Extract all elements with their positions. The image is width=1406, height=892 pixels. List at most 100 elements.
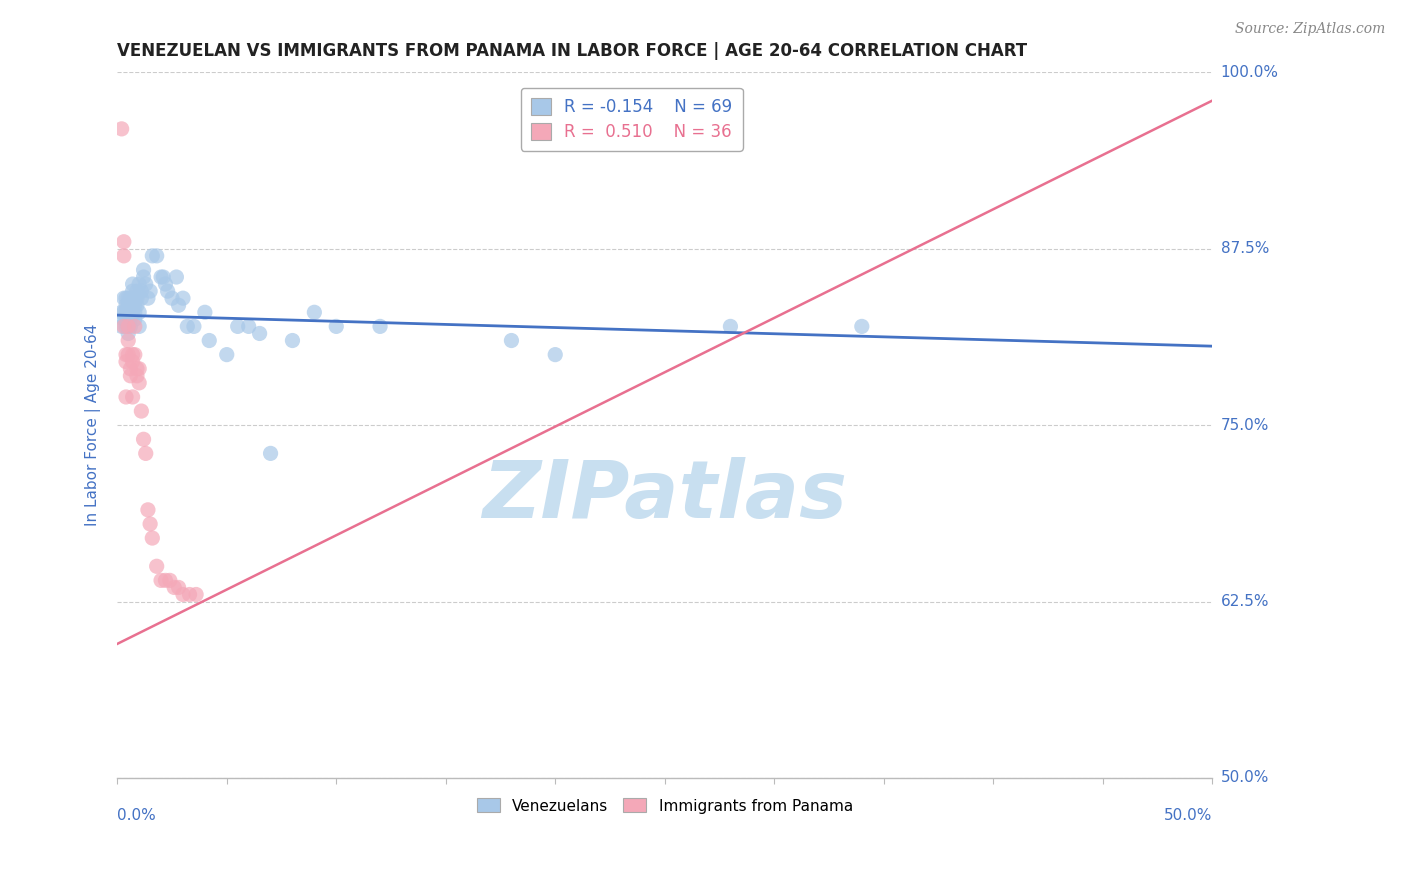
Point xyxy=(117,298,139,312)
Point xyxy=(111,305,134,319)
Point xyxy=(121,291,143,305)
Point xyxy=(117,326,139,341)
Point xyxy=(501,334,523,348)
Point xyxy=(128,376,150,390)
Point xyxy=(112,305,135,319)
Point xyxy=(155,277,177,291)
Point xyxy=(259,446,281,460)
Point xyxy=(132,432,155,446)
Point xyxy=(120,368,142,383)
Point xyxy=(132,263,155,277)
Point xyxy=(117,312,139,326)
Text: 75.0%: 75.0% xyxy=(1220,417,1268,433)
Point xyxy=(155,574,177,588)
Text: 62.5%: 62.5% xyxy=(1220,594,1270,609)
Text: 100.0%: 100.0% xyxy=(1220,65,1278,80)
Point xyxy=(139,284,162,298)
Point xyxy=(167,581,190,595)
Point xyxy=(124,298,146,312)
Point xyxy=(112,319,135,334)
Point xyxy=(125,291,148,305)
Point xyxy=(163,581,186,595)
Text: 50.0%: 50.0% xyxy=(1220,771,1268,786)
Point xyxy=(544,348,567,362)
Text: 87.5%: 87.5% xyxy=(1220,242,1268,256)
Point xyxy=(121,354,143,368)
Point xyxy=(135,277,157,291)
Point xyxy=(198,334,221,348)
Point xyxy=(167,298,190,312)
Point xyxy=(125,298,148,312)
Point xyxy=(160,291,183,305)
Point xyxy=(121,305,143,319)
Point xyxy=(121,284,143,298)
Point xyxy=(112,312,135,326)
Text: VENEZUELAN VS IMMIGRANTS FROM PANAMA IN LABOR FORCE | AGE 20-64 CORRELATION CHAR: VENEZUELAN VS IMMIGRANTS FROM PANAMA IN … xyxy=(117,42,1028,60)
Point xyxy=(184,587,207,601)
Point xyxy=(120,298,142,312)
Point xyxy=(120,312,142,326)
Point xyxy=(131,404,153,418)
Point xyxy=(165,270,187,285)
Point xyxy=(325,319,347,334)
Point xyxy=(281,334,304,348)
Point xyxy=(112,291,135,305)
Point xyxy=(117,348,139,362)
Text: 0.0%: 0.0% xyxy=(117,808,156,823)
Point xyxy=(128,319,150,334)
Point xyxy=(120,305,142,319)
Point xyxy=(117,319,139,334)
Point xyxy=(183,319,205,334)
Point xyxy=(120,291,142,305)
Legend: Venezuelans, Immigrants from Panama: Venezuelans, Immigrants from Panama xyxy=(471,792,859,820)
Point xyxy=(117,291,139,305)
Point xyxy=(121,348,143,362)
Point xyxy=(128,277,150,291)
Point xyxy=(141,249,163,263)
Point xyxy=(120,319,142,334)
Point xyxy=(124,291,146,305)
Point xyxy=(136,291,159,305)
Point xyxy=(121,277,143,291)
Point xyxy=(115,312,138,326)
Y-axis label: In Labor Force | Age 20-64: In Labor Force | Age 20-64 xyxy=(86,324,101,526)
Point xyxy=(131,291,153,305)
Point xyxy=(176,319,198,334)
Point xyxy=(304,305,326,319)
Point xyxy=(115,348,138,362)
Point xyxy=(156,284,179,298)
Point xyxy=(132,270,155,285)
Point xyxy=(141,531,163,545)
Point xyxy=(111,319,134,334)
Point xyxy=(194,305,217,319)
Point xyxy=(111,121,134,136)
Point xyxy=(112,249,135,263)
Point xyxy=(115,354,138,368)
Point xyxy=(117,334,139,348)
Point xyxy=(159,574,181,588)
Point xyxy=(128,361,150,376)
Point xyxy=(226,319,249,334)
Point xyxy=(368,319,391,334)
Point xyxy=(115,390,138,404)
Point xyxy=(172,587,194,601)
Point xyxy=(115,291,138,305)
Point xyxy=(136,503,159,517)
Point xyxy=(145,249,167,263)
Point xyxy=(115,298,138,312)
Point xyxy=(851,319,873,334)
Text: 50.0%: 50.0% xyxy=(1164,808,1212,823)
Point xyxy=(112,235,135,249)
Point xyxy=(238,319,260,334)
Text: ZIPatlas: ZIPatlas xyxy=(482,457,848,534)
Point xyxy=(124,348,146,362)
Point xyxy=(152,270,174,285)
Point xyxy=(124,312,146,326)
Point xyxy=(179,587,201,601)
Point xyxy=(172,291,194,305)
Point xyxy=(135,446,157,460)
Point xyxy=(125,368,148,383)
Point xyxy=(121,390,143,404)
Point xyxy=(150,270,173,285)
Point xyxy=(139,516,162,531)
